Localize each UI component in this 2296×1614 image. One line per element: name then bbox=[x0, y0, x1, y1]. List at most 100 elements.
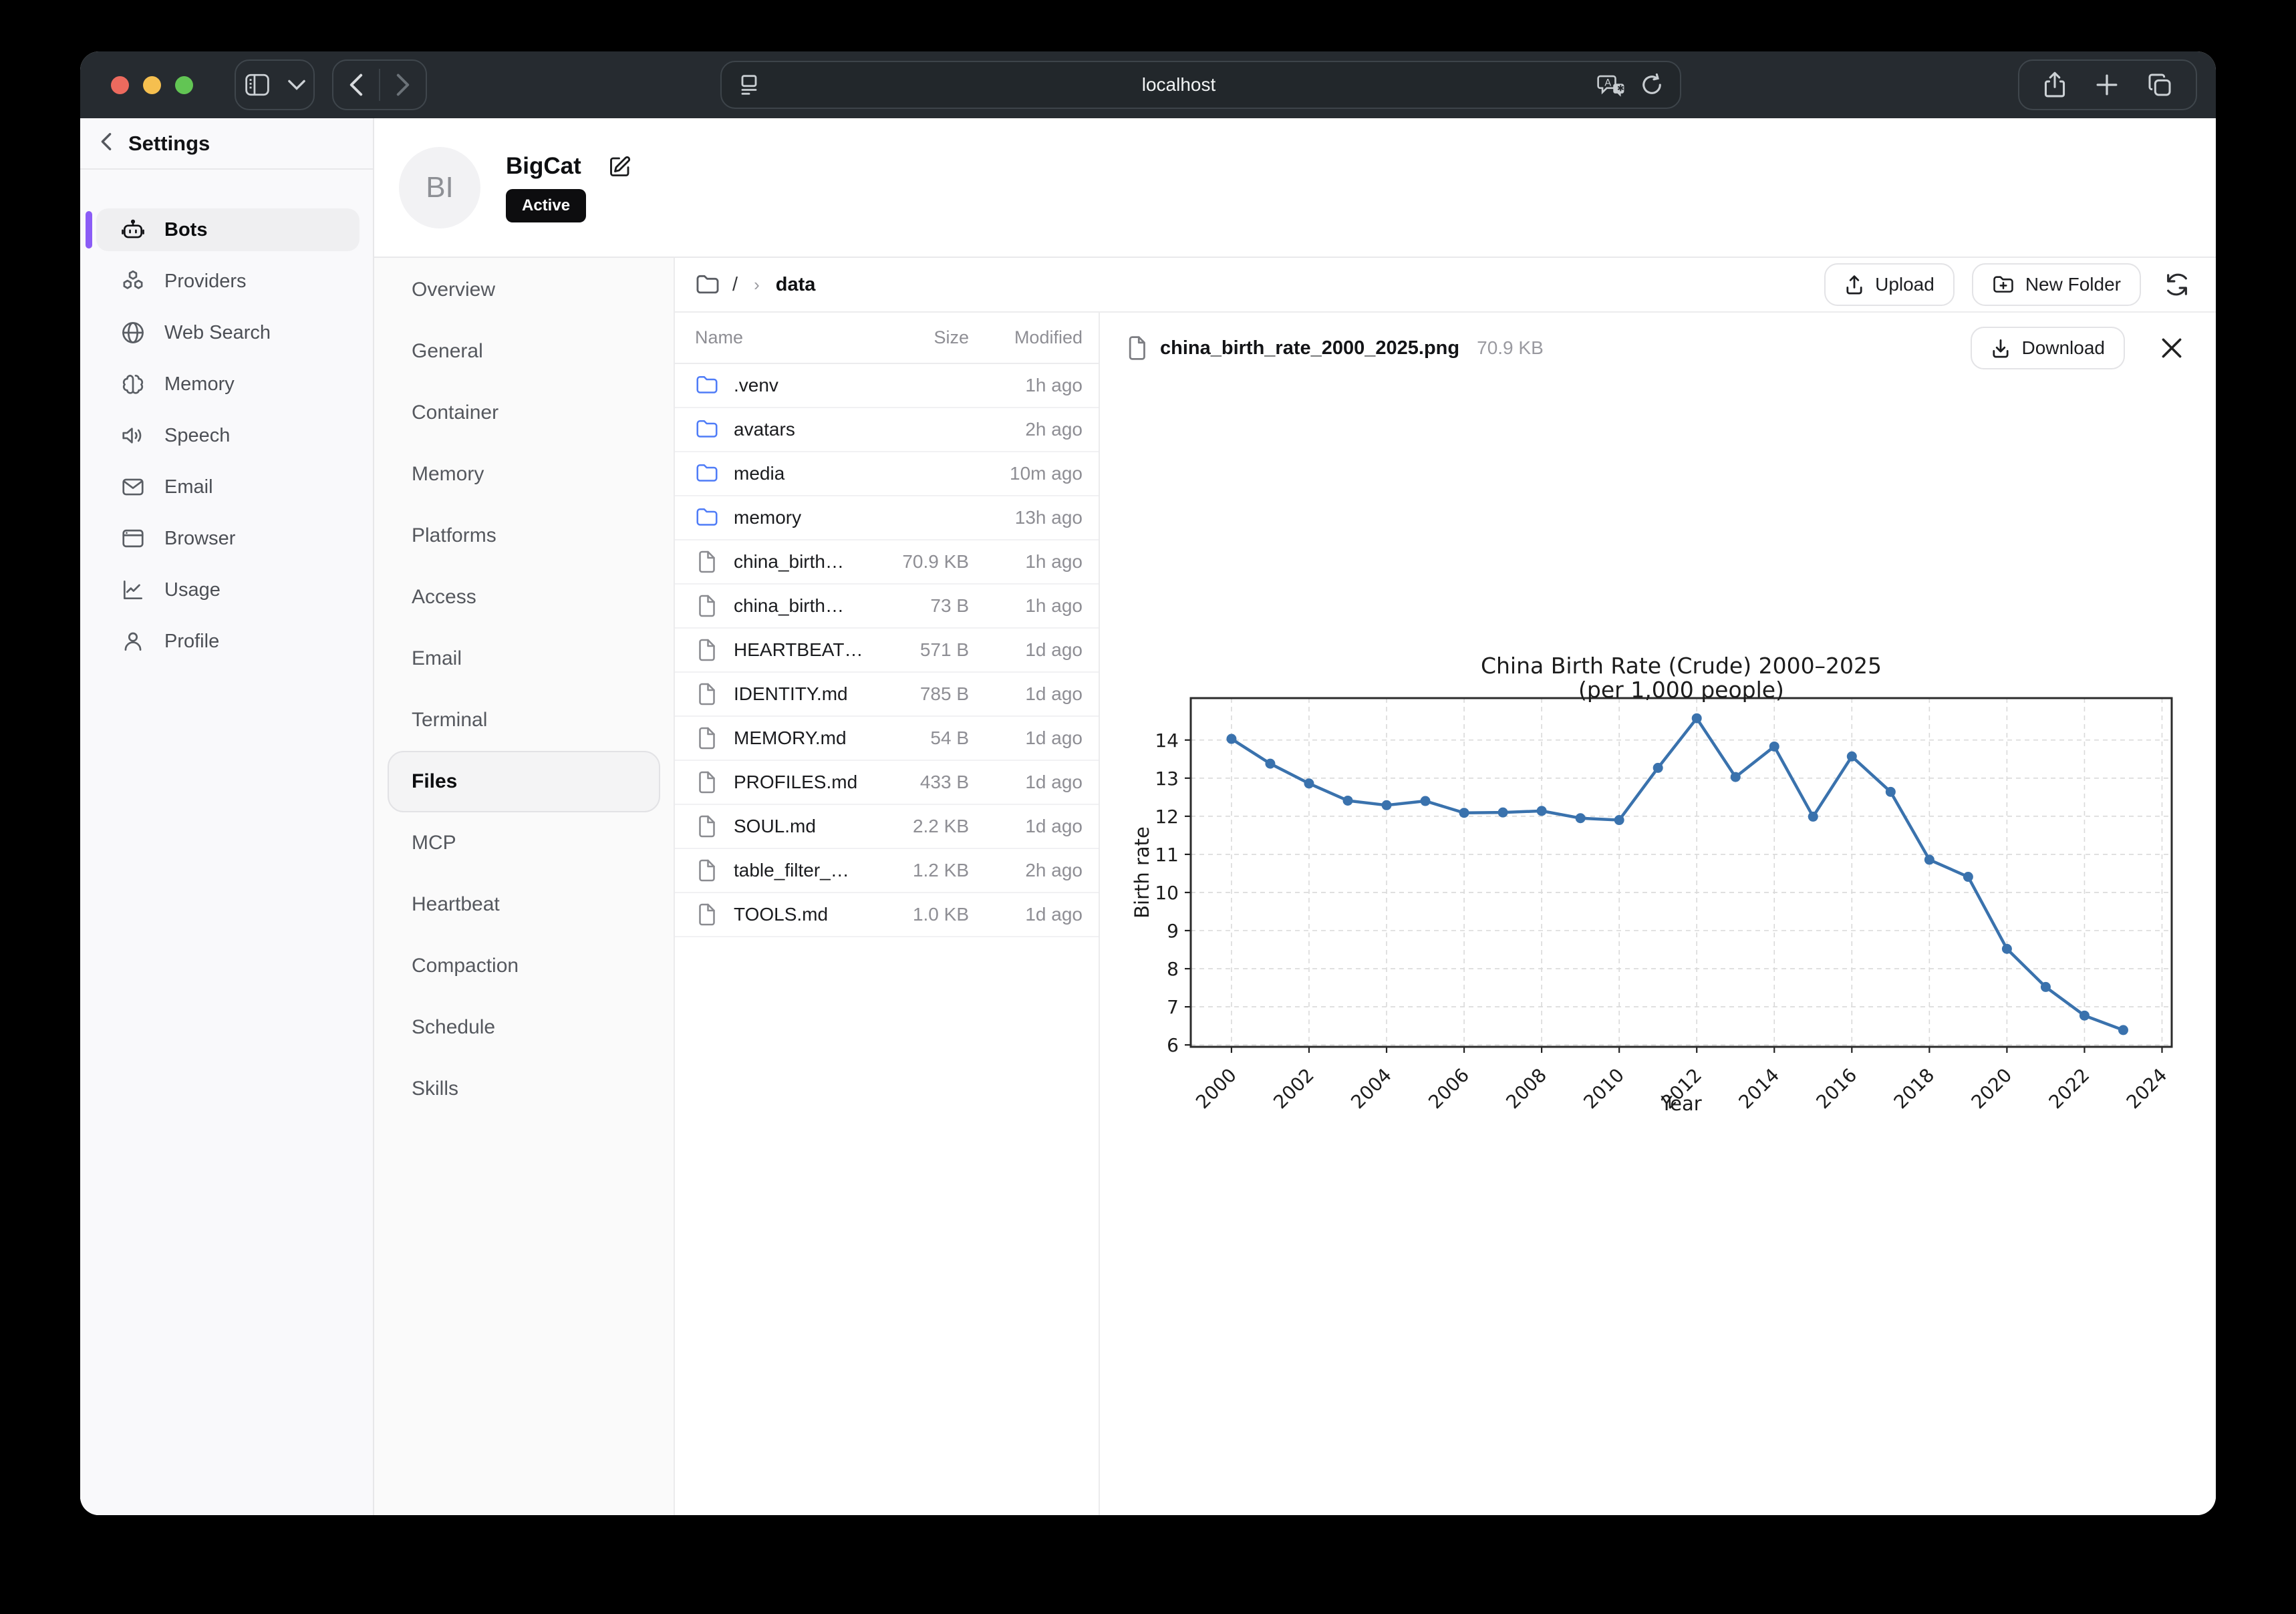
file-icon bbox=[1127, 336, 1147, 360]
column-name[interactable]: Name bbox=[695, 327, 744, 347]
file-icon bbox=[695, 638, 719, 662]
avatar: BI bbox=[399, 146, 480, 228]
upload-button[interactable]: Upload bbox=[1824, 263, 1955, 306]
table-row[interactable]: media 10m ago bbox=[675, 452, 1099, 496]
file-modified: 2h ago bbox=[1025, 419, 1083, 440]
chevron-down-icon bbox=[288, 79, 305, 90]
page-settings-icon[interactable] bbox=[738, 71, 760, 98]
share-icon[interactable] bbox=[2042, 70, 2067, 100]
table-row[interactable]: HEARTBEAT… 571 B 1d ago bbox=[675, 629, 1099, 673]
file-size: 571 B bbox=[919, 639, 969, 660]
file-size: 1.2 KB bbox=[912, 860, 969, 880]
preview-filesize: 70.9 KB bbox=[1477, 337, 1544, 358]
column-modified[interactable]: Modified bbox=[1014, 327, 1083, 347]
table-row[interactable]: china_birth… 73 B 1h ago bbox=[675, 585, 1099, 629]
file-name: SOUL.md bbox=[734, 816, 816, 836]
sidebar-item-email[interactable]: Email bbox=[96, 466, 360, 508]
download-button[interactable]: Download bbox=[1971, 327, 2125, 369]
sidebar-item-speech[interactable]: Speech bbox=[96, 414, 360, 457]
table-row[interactable]: memory 13h ago bbox=[675, 496, 1099, 540]
table-row[interactable]: china_birth… 70.9 KB 1h ago bbox=[675, 540, 1099, 585]
svg-text:Birth rate: Birth rate bbox=[1131, 826, 1153, 919]
back-button[interactable] bbox=[333, 61, 379, 109]
sidebar-item-label: Providers bbox=[164, 270, 247, 292]
breadcrumb-current[interactable]: data bbox=[775, 273, 816, 295]
table-row[interactable]: avatars 2h ago bbox=[675, 408, 1099, 452]
traffic-lights bbox=[111, 75, 193, 94]
table-row[interactable]: .venv 1h ago bbox=[675, 364, 1099, 408]
sidebar-item-label: Browser bbox=[164, 527, 236, 549]
status-badge: Active bbox=[506, 188, 587, 222]
upload-label: Upload bbox=[1875, 274, 1934, 295]
chart-image: 2000 2002 2004 2006 2008 2010 2012 2014 2016 2018… bbox=[1126, 647, 2213, 1128]
table-row[interactable]: SOUL.md 2.2 KB 1d ago bbox=[675, 805, 1099, 849]
tab-access[interactable]: Access bbox=[412, 586, 476, 608]
sidebar-item-label: Email bbox=[164, 476, 213, 498]
tab-memory[interactable]: Memory bbox=[412, 463, 484, 485]
file-size: 54 B bbox=[930, 728, 969, 748]
sidebar-item-providers[interactable]: Providers bbox=[96, 260, 360, 303]
sidebar-item-profile[interactable]: Profile bbox=[96, 620, 360, 663]
close-preview-icon[interactable] bbox=[2154, 336, 2189, 360]
tab-mcp[interactable]: MCP bbox=[412, 832, 456, 854]
tab-files[interactable]: Files bbox=[388, 751, 660, 812]
file-modified: 1h ago bbox=[1025, 595, 1083, 616]
sidebar-toggle-button[interactable] bbox=[235, 59, 315, 110]
file-modified: 1h ago bbox=[1025, 375, 1083, 395]
profile-icon bbox=[120, 629, 146, 654]
folder-icon bbox=[695, 462, 719, 486]
tab-schedule[interactable]: Schedule bbox=[412, 1016, 496, 1038]
tab-compaction[interactable]: Compaction bbox=[412, 955, 519, 977]
sidebar-item-bots[interactable]: Bots bbox=[86, 208, 360, 251]
minimize-window-button[interactable] bbox=[143, 75, 161, 94]
sidebar-item-usage[interactable]: Usage bbox=[96, 569, 360, 611]
tab-terminal[interactable]: Terminal bbox=[412, 709, 488, 731]
tab-email[interactable]: Email bbox=[412, 647, 462, 669]
upload-icon bbox=[1844, 274, 1864, 295]
column-size[interactable]: Size bbox=[934, 327, 969, 347]
folder-icon[interactable] bbox=[695, 273, 720, 296]
file-name: media bbox=[734, 463, 785, 484]
zoom-window-button[interactable] bbox=[175, 75, 193, 94]
back-chevron-icon[interactable] bbox=[99, 132, 114, 155]
new-folder-button[interactable]: New Folder bbox=[1971, 263, 2141, 306]
url-text[interactable]: localhost bbox=[1141, 74, 1216, 95]
forward-button[interactable] bbox=[380, 61, 426, 109]
table-row[interactable]: IDENTITY.md 785 B 1d ago bbox=[675, 673, 1099, 717]
tab-overview-icon[interactable] bbox=[2146, 71, 2173, 98]
sidebar-item-memory[interactable]: Memory bbox=[96, 363, 360, 406]
memory-icon bbox=[120, 371, 146, 397]
file-name: PROFILES.md bbox=[734, 772, 858, 792]
table-row[interactable]: MEMORY.md 54 B 1d ago bbox=[675, 717, 1099, 761]
tab-heartbeat[interactable]: Heartbeat bbox=[412, 893, 500, 915]
edit-name-icon[interactable] bbox=[608, 154, 632, 178]
refresh-icon[interactable] bbox=[2158, 271, 2196, 298]
download-icon bbox=[1991, 337, 2011, 359]
file-icon bbox=[695, 594, 719, 618]
reload-icon[interactable] bbox=[1640, 71, 1664, 98]
file-modified: 1d ago bbox=[1025, 772, 1083, 792]
tab-platforms[interactable]: Platforms bbox=[412, 524, 496, 546]
tab-skills[interactable]: Skills bbox=[412, 1078, 459, 1100]
table-row[interactable]: TOOLS.md 1.0 KB 1d ago bbox=[675, 893, 1099, 937]
file-name: HEARTBEAT… bbox=[734, 639, 863, 660]
translate-icon[interactable]: A ✱ bbox=[1597, 71, 1625, 98]
breadcrumb-root[interactable]: / bbox=[732, 273, 738, 295]
svg-text:9: 9 bbox=[1167, 920, 1179, 942]
new-tab-icon[interactable] bbox=[2094, 72, 2120, 98]
sidebar-divider bbox=[80, 168, 373, 170]
tab-overview[interactable]: Overview bbox=[412, 279, 496, 301]
web-search-icon bbox=[120, 320, 146, 345]
close-window-button[interactable] bbox=[111, 75, 129, 94]
address-bar[interactable]: localhost A ✱ bbox=[720, 61, 1681, 109]
folder-icon bbox=[695, 373, 719, 397]
svg-text:Year: Year bbox=[1660, 1092, 1701, 1115]
tab-container[interactable]: Container bbox=[412, 401, 499, 424]
sidebar-item-web-search[interactable]: Web Search bbox=[96, 311, 360, 354]
table-row[interactable]: table_filter_… 1.2 KB 2h ago bbox=[675, 849, 1099, 893]
table-row[interactable]: PROFILES.md 433 B 1d ago bbox=[675, 761, 1099, 805]
sidebar-item-browser[interactable]: Browser bbox=[96, 517, 360, 560]
files-panel: / › data Upload bbox=[675, 258, 2216, 1515]
tab-general[interactable]: General bbox=[412, 340, 483, 362]
svg-text:✱: ✱ bbox=[1617, 84, 1624, 94]
